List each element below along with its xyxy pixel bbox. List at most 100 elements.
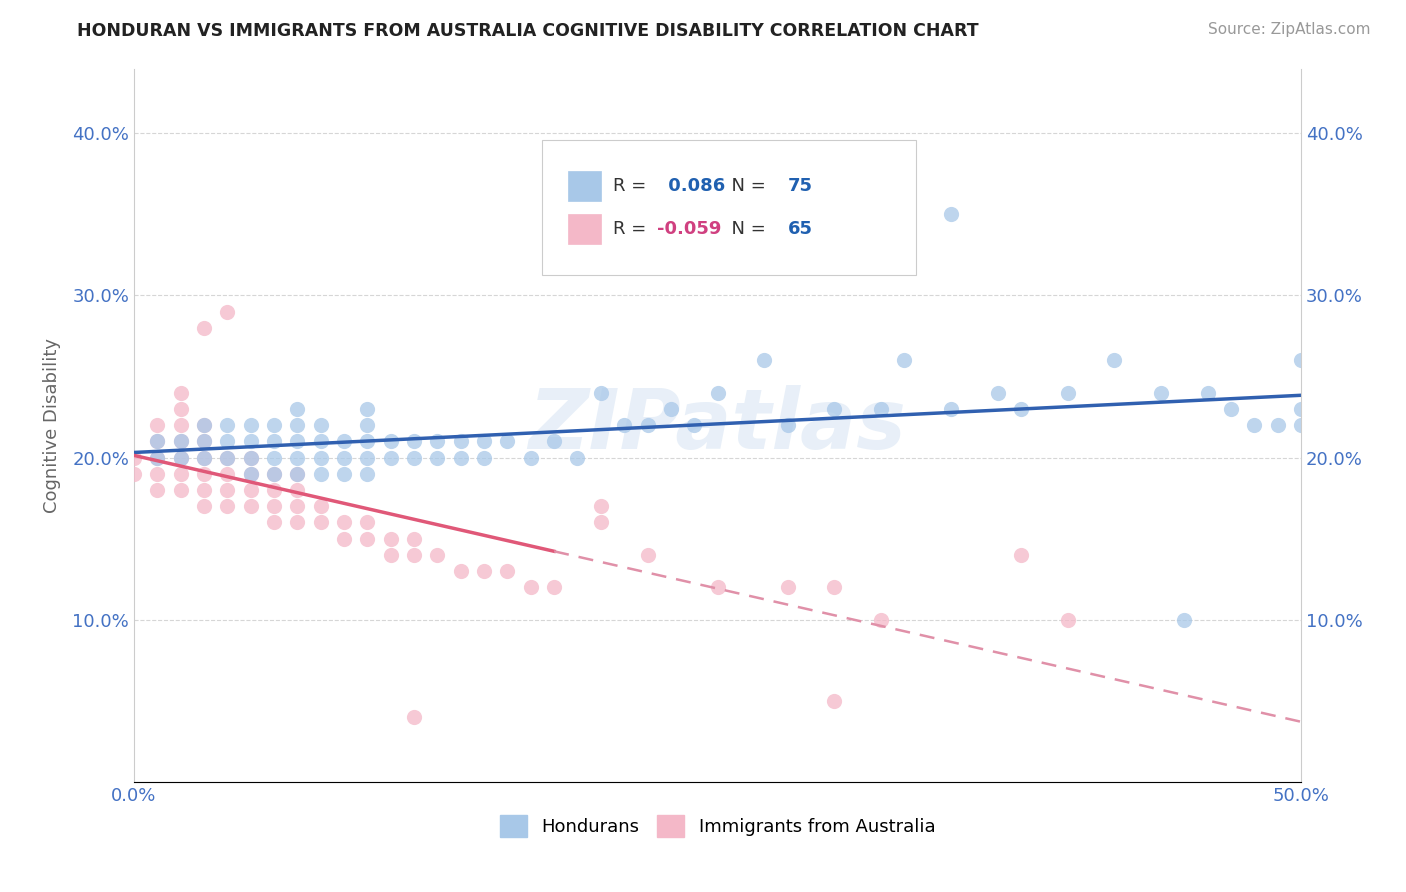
Point	[146, 418, 169, 433]
Point	[169, 401, 191, 416]
Point	[987, 385, 1010, 400]
Point	[404, 532, 426, 546]
Point	[1289, 418, 1312, 433]
Point	[169, 418, 191, 433]
Point	[450, 564, 472, 578]
Point	[193, 483, 215, 497]
Point	[543, 434, 565, 449]
Point	[520, 450, 543, 465]
Point	[589, 385, 612, 400]
Point	[496, 564, 519, 578]
Point	[356, 401, 378, 416]
Point	[169, 434, 191, 449]
Point	[589, 499, 612, 513]
Point	[637, 418, 659, 433]
Point	[823, 580, 845, 594]
Point	[193, 434, 215, 449]
Point	[122, 467, 145, 481]
Point	[613, 418, 636, 433]
Point	[263, 483, 285, 497]
Point	[146, 450, 169, 465]
Point	[356, 467, 378, 481]
Point	[543, 580, 565, 594]
Point	[217, 483, 239, 497]
Point	[146, 434, 169, 449]
Point	[287, 516, 309, 530]
Point	[239, 467, 262, 481]
Point	[356, 434, 378, 449]
Text: 75: 75	[787, 178, 813, 195]
Point	[520, 580, 543, 594]
Text: 0.086: 0.086	[662, 178, 724, 195]
Point	[683, 418, 706, 433]
Point	[1056, 385, 1078, 400]
Point	[239, 499, 262, 513]
Point	[169, 385, 191, 400]
Point	[169, 450, 191, 465]
Point	[1010, 548, 1032, 562]
Point	[356, 532, 378, 546]
Text: Source: ZipAtlas.com: Source: ZipAtlas.com	[1208, 22, 1371, 37]
Point	[263, 467, 285, 481]
Text: R =: R =	[613, 220, 651, 238]
Point	[217, 467, 239, 481]
Point	[637, 548, 659, 562]
Point	[404, 450, 426, 465]
Point	[823, 693, 845, 707]
Point	[706, 385, 728, 400]
Point	[309, 450, 332, 465]
Point	[1220, 401, 1243, 416]
Point	[263, 434, 285, 449]
Point	[823, 401, 845, 416]
Point	[472, 434, 495, 449]
Point	[380, 450, 402, 465]
Legend: Hondurans, Immigrants from Australia: Hondurans, Immigrants from Australia	[492, 807, 942, 844]
Point	[706, 580, 728, 594]
Point	[1289, 353, 1312, 368]
Point	[309, 418, 332, 433]
Point	[287, 467, 309, 481]
Point	[472, 450, 495, 465]
Point	[169, 450, 191, 465]
Point	[169, 483, 191, 497]
Point	[193, 450, 215, 465]
Point	[380, 548, 402, 562]
Point	[193, 434, 215, 449]
Point	[287, 434, 309, 449]
Point	[122, 450, 145, 465]
Point	[939, 401, 962, 416]
Point	[287, 483, 309, 497]
Point	[239, 467, 262, 481]
Point	[1267, 418, 1289, 433]
Text: N =: N =	[720, 220, 772, 238]
Point	[239, 418, 262, 433]
Point	[404, 710, 426, 724]
Point	[263, 516, 285, 530]
Point	[309, 499, 332, 513]
Point	[287, 499, 309, 513]
Point	[263, 418, 285, 433]
Point	[239, 483, 262, 497]
Point	[217, 418, 239, 433]
Point	[496, 434, 519, 449]
Point	[567, 450, 589, 465]
Point	[404, 434, 426, 449]
Point	[356, 418, 378, 433]
Bar	[568, 171, 600, 202]
Point	[589, 516, 612, 530]
Text: N =: N =	[720, 178, 772, 195]
Point	[333, 467, 356, 481]
Point	[1289, 401, 1312, 416]
Point	[287, 467, 309, 481]
Point	[309, 467, 332, 481]
Text: ZIPatlas: ZIPatlas	[529, 384, 907, 466]
Point	[426, 548, 449, 562]
Y-axis label: Cognitive Disability: Cognitive Disability	[44, 337, 60, 513]
Point	[1173, 613, 1195, 627]
Point	[356, 450, 378, 465]
Point	[239, 450, 262, 465]
Point	[263, 467, 285, 481]
Point	[1056, 613, 1078, 627]
Point	[450, 434, 472, 449]
Text: R =: R =	[613, 178, 651, 195]
